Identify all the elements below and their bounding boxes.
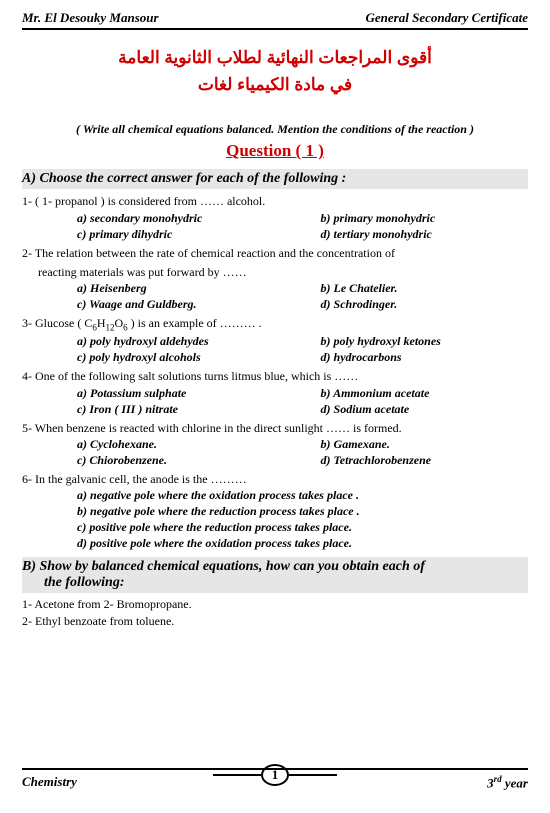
section-b-head: B) Show by balanced chemical equations, … [22,557,528,593]
b-item-2: 2- Ethyl benzoate from toluene. [22,614,528,629]
footer-subject: Chemistry [22,774,77,790]
q2-stem2: reacting materials was put forward by …… [22,264,528,280]
footer-row: Chemistry 1 3rd year [22,774,528,791]
q3-opts-row1: a) poly hydroxyl aldehydes b) poly hydro… [22,334,528,349]
q5-a: a) Cyclohexane. [77,437,321,452]
q6-opts-row4: d) positive pole where the oxidation pro… [22,536,528,551]
q6-a: a) negative pole where the oxidation pro… [77,488,528,503]
q5-c: c) Chiorobenzene. [77,453,321,468]
q6-opts-row3: c) positive pole where the reduction pro… [22,520,528,535]
q1-d: d) tertiary monohydric [321,227,528,242]
q5-opts-row1: a) Cyclohexane. b) Gamexane. [22,437,528,452]
q4-opts-row2: c) Iron ( III ) nitrate d) Sodium acetat… [22,402,528,417]
q3-b: b) poly hydroxyl ketones [321,334,528,349]
page-footer: Chemistry 1 3rd year [22,768,528,791]
q5-d: d) Tetrachlorobenzene [321,453,528,468]
section-b-list: 1- Acetone from 2- Bromopropane. 2- Ethy… [22,597,528,629]
q1-stem: 1- ( 1- propanol ) is considered from ……… [22,193,528,209]
q3-d: d) hydrocarbons [321,350,528,365]
q6-opts-row1: a) negative pole where the oxidation pro… [22,488,528,503]
header-author: Mr. El Desouky Mansour [22,10,159,26]
footer-year: 3rd year [487,774,528,791]
q6-c: c) positive pole where the reduction pro… [77,520,528,535]
q1-c: c) primary dihydric [77,227,321,242]
section-b-head-2: the following: [22,575,528,591]
q3-opts-row2: c) poly hydroxyl alcohols d) hydrocarbon… [22,350,528,365]
footer-year-sup: rd [494,774,502,784]
q1-b: b) primary monohydric [321,211,528,226]
q3-sub2: 12 [106,322,115,332]
q4-opts-row1: a) Potassium sulphate b) Ammonium acetat… [22,386,528,401]
arabic-line-1: أقوى المراجعات النهائية لطلاب الثانوية ا… [22,44,528,71]
page-wing-left [213,774,261,776]
q3-stem-pre: 3- Glucose ( C [22,316,92,330]
q2-b: b) Le Chatelier. [321,281,528,296]
q2-opts-row2: c) Waage and Guldberg. d) Schrodinger. [22,297,528,312]
arabic-line-2: في مادة الكيمياء لغات [22,71,528,98]
arabic-title: أقوى المراجعات النهائية لطلاب الثانوية ا… [22,44,528,98]
page-number-wrap: 1 [213,764,337,786]
q6-d: d) positive pole where the oxidation pro… [77,536,528,551]
q2-c: c) Waage and Guldberg. [77,297,321,312]
q3-stem: 3- Glucose ( C6H12O6 ) is an example of … [22,315,528,334]
q4-a: a) Potassium sulphate [77,386,321,401]
q5-stem: 5- When benzene is reacted with chlorine… [22,420,528,436]
q5-b: b) Gamexane. [321,437,528,452]
q4-d: d) Sodium acetate [321,402,528,417]
q1-a: a) secondary monohydric [77,211,321,226]
q3-c: c) poly hydroxyl alcohols [77,350,321,365]
q2-stem1: 2- The relation between the rate of chem… [22,245,528,261]
section-b-head-1: B) Show by balanced chemical equations, … [22,559,528,575]
q1-opts-row1: a) secondary monohydric b) primary monoh… [22,211,528,226]
header-rule [22,28,528,30]
q2-opts-row1: a) Heisenberg b) Le Chatelier. [22,281,528,296]
instruction-text: ( Write all chemical equations balanced.… [22,122,528,137]
q3-sub1: 6 [92,322,97,332]
q6-opts-row2: b) negative pole where the reduction pro… [22,504,528,519]
q4-stem: 4- One of the following salt solutions t… [22,368,528,384]
q4-c: c) Iron ( III ) nitrate [77,402,321,417]
question-title: Question ( 1 ) [22,141,528,161]
q2-d: d) Schrodinger. [321,297,528,312]
footer-year-post: year [502,775,528,790]
page-wing-right [289,774,337,776]
b-item-1: 1- Acetone from 2- Bromopropane. [22,597,528,612]
page-header: Mr. El Desouky Mansour General Secondary… [22,10,528,26]
q4-b: b) Ammonium acetate [321,386,528,401]
q2-a: a) Heisenberg [77,281,321,296]
q6-stem: 6- In the galvanic cell, the anode is th… [22,471,528,487]
q6-b: b) negative pole where the reduction pro… [77,504,528,519]
q3-a: a) poly hydroxyl aldehydes [77,334,321,349]
q3-stem-post: ) is an example of ……… . [128,316,262,330]
section-a-head: A) Choose the correct answer for each of… [22,169,528,189]
page-number: 1 [261,764,289,786]
header-cert: General Secondary Certificate [366,10,528,26]
q1-opts-row2: c) primary dihydric d) tertiary monohydr… [22,227,528,242]
q5-opts-row2: c) Chiorobenzene. d) Tetrachlorobenzene [22,453,528,468]
